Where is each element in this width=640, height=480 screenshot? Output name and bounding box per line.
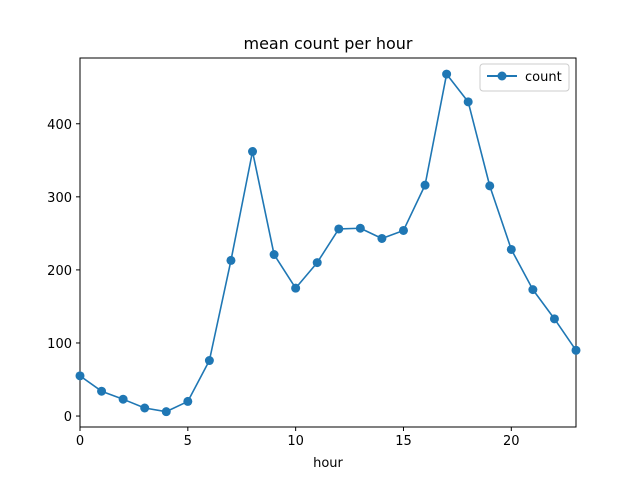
legend-series-marker [497,71,507,81]
data-point [571,345,581,355]
data-point [97,386,107,396]
x-tick-label: 20 [503,434,520,449]
series-layer [75,69,581,417]
data-point [463,97,473,107]
data-point [355,223,365,233]
x-axis-label: hour [313,456,343,471]
data-point [161,407,171,417]
data-point [291,283,301,293]
data-point [204,356,214,366]
data-point [118,394,128,404]
data-point [549,314,559,324]
data-point [528,285,538,295]
legend-box [479,63,570,92]
y-tick-label: 0 [64,410,72,425]
y-tick-label: 300 [47,191,72,206]
data-point [506,244,516,254]
data-point [269,250,279,260]
data-point [75,371,85,381]
chart-title: mean count per hour [244,34,413,53]
x-tick-label: 5 [184,434,192,449]
x-axis-ticks: 0 5 10 15 20 [76,427,520,449]
data-point [334,224,344,234]
x-tick-label: 15 [395,434,412,449]
x-tick-label: 10 [287,434,304,449]
data-point [140,403,150,413]
data-point [248,147,258,157]
y-tick-label: 200 [47,264,72,279]
legend-series-label: count [525,70,562,85]
data-point [420,180,430,190]
data-point [398,225,408,235]
plot-frame [79,57,577,428]
legend: count [479,63,570,92]
data-point [183,396,193,406]
y-tick-label: 400 [47,118,72,133]
data-point [442,69,452,79]
data-point [312,258,322,268]
data-point [485,181,495,191]
x-tick-label: 0 [76,434,84,449]
y-tick-label: 100 [47,337,72,352]
data-point [226,255,236,265]
plot-area [79,57,577,428]
y-axis-ticks: 0 100 200 300 400 [47,118,80,425]
data-point [377,233,387,243]
